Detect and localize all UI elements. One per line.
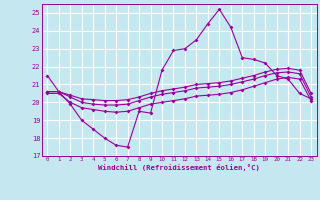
X-axis label: Windchill (Refroidissement éolien,°C): Windchill (Refroidissement éolien,°C) [98, 164, 260, 171]
